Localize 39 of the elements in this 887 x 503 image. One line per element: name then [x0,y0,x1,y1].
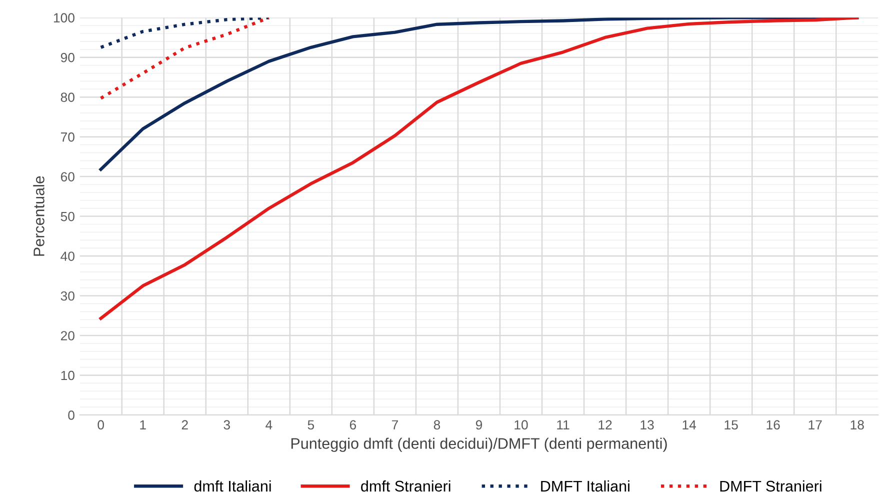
x-tick-label: 17 [808,420,822,430]
x-tick-label: 10 [514,420,528,430]
x-tick-label: 6 [350,420,356,430]
y-tick-label: 50 [60,212,74,222]
x-tick-label: 16 [766,420,780,430]
y-tick-label: 90 [60,52,74,62]
x-tick-label: 5 [308,420,314,430]
y-tick-label: 30 [60,291,74,301]
y-tick-label: 100 [54,13,74,23]
y-tick-label: 10 [61,370,74,380]
x-tick-label: 0 [98,420,104,430]
x-tick-label: 11 [557,420,570,430]
x-tick-label: 15 [724,420,738,430]
y-tick-label: 40 [60,252,74,261]
x-tick-label: 12 [598,420,612,430]
y-axis-title: Percentuale [33,176,44,256]
y-tick-label: 60 [60,172,74,182]
x-tick-label: 18 [850,420,864,430]
x-axis-title: Punteggio dmft (denti decidui)/DMFT (denti permanenti) [291,438,667,452]
line-series [99,18,270,100]
x-tick-label: 14 [682,420,696,430]
line-series [99,18,859,320]
x-tick-label: 2 [182,420,188,430]
x-tick-label: 1 [140,420,146,430]
x-tick-label: 8 [434,420,440,430]
legend-label: DMFT Stranieri [720,480,822,492]
x-tick-label: 13 [640,420,654,430]
legend-label: DMFT Italiani [541,480,630,492]
legend-label: dmft Italiani [194,480,271,492]
y-tick-label: 20 [60,331,74,340]
legend-label: dmft Stranieri [361,480,450,492]
x-tick-label: 7 [392,420,398,430]
y-tick-label: 70 [60,132,74,142]
y-tick-label: 80 [60,92,74,102]
x-tick-label: 3 [224,420,230,430]
x-tick-label: 9 [476,420,482,430]
y-tick-label: 0 [68,410,74,420]
line-series [99,18,270,50]
x-tick-label: 4 [266,420,272,430]
